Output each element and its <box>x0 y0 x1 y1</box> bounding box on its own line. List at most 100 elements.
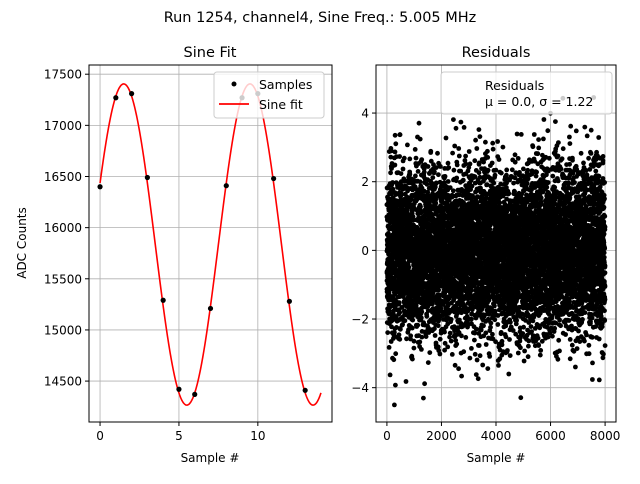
residual-point <box>449 317 454 322</box>
residual-point <box>393 133 398 138</box>
residual-point <box>467 149 472 154</box>
residual-point <box>418 137 423 142</box>
residual-point <box>445 345 450 350</box>
residual-point <box>398 132 403 137</box>
residual-point <box>424 334 429 339</box>
residual-point <box>485 149 490 154</box>
y-tick-label: 17000 <box>44 119 82 133</box>
residual-point <box>515 132 520 137</box>
residual-point <box>474 146 479 151</box>
residual-point <box>472 338 477 343</box>
residual-point <box>410 357 415 362</box>
residual-point <box>506 191 511 196</box>
residual-point <box>478 134 483 139</box>
residual-point <box>513 152 518 157</box>
residual-point <box>451 188 456 193</box>
residual-point <box>419 315 424 320</box>
residual-point <box>415 323 420 328</box>
residual-point <box>424 314 429 319</box>
residual-point <box>397 154 402 159</box>
residual-point <box>484 342 489 347</box>
residual-point <box>436 172 441 177</box>
residual-point <box>508 320 513 325</box>
residual-point <box>387 345 392 350</box>
residual-point <box>497 157 502 162</box>
residual-point <box>452 144 457 149</box>
residual-point <box>499 171 504 176</box>
sample-point <box>271 176 276 181</box>
residual-point <box>450 352 455 357</box>
residual-point <box>398 327 403 332</box>
residual-point <box>475 358 480 363</box>
residual-point <box>504 168 509 173</box>
residual-point <box>391 357 396 362</box>
figure-title: Run 1254, channel4, Sine Freq.: 5.005 MH… <box>164 10 477 26</box>
residual-point <box>407 265 412 270</box>
x-tick-label: 0 <box>96 429 104 443</box>
sample-point <box>113 95 118 100</box>
residual-point <box>463 335 468 340</box>
residual-point <box>480 363 485 368</box>
residual-point <box>459 120 464 125</box>
residual-point <box>419 347 424 352</box>
residual-point <box>488 325 493 330</box>
residual-point <box>413 147 418 152</box>
residual-point <box>478 353 483 358</box>
residual-point <box>410 318 415 323</box>
residual-point <box>457 154 462 159</box>
residual-point <box>473 352 478 357</box>
sine-fit-xlabel: Sample # <box>181 451 240 465</box>
residual-point <box>519 132 524 137</box>
residual-point <box>446 179 451 184</box>
residual-point <box>456 146 461 151</box>
residual-point <box>449 339 454 344</box>
residual-point <box>474 372 479 377</box>
residual-point <box>506 372 511 377</box>
residual-point <box>436 323 441 328</box>
residual-point <box>385 330 390 335</box>
residual-point <box>497 200 502 205</box>
residual-point <box>393 351 398 356</box>
sample-point <box>161 298 166 303</box>
residual-point <box>425 182 430 187</box>
residual-point <box>454 342 459 347</box>
residual-point <box>507 337 512 342</box>
residual-point <box>477 343 482 348</box>
residual-point <box>388 373 393 378</box>
residual-point <box>393 383 398 388</box>
residual-point <box>426 164 431 169</box>
residual-point <box>397 337 402 342</box>
residual-point <box>496 363 501 368</box>
residual-point <box>435 151 440 156</box>
sample-point <box>129 91 134 96</box>
residual-point <box>459 374 464 379</box>
residual-point <box>463 154 468 159</box>
residual-point <box>417 121 422 126</box>
residual-point <box>489 321 494 326</box>
y-tick-label: 16500 <box>44 170 82 184</box>
residual-point <box>459 333 464 338</box>
residual-point <box>454 176 459 181</box>
residual-point <box>468 356 473 361</box>
residual-point <box>412 346 417 351</box>
residual-point <box>438 164 443 169</box>
x-tick-label: 5 <box>175 429 183 443</box>
residual-point <box>518 345 523 350</box>
residual-point <box>432 326 437 331</box>
residual-point <box>419 157 424 162</box>
y-tick-label: 16000 <box>44 221 82 235</box>
residual-point <box>485 155 490 160</box>
y-tick-label: 14500 <box>44 375 82 389</box>
residual-point <box>397 332 402 337</box>
residual-point <box>416 169 421 174</box>
residual-point <box>430 175 435 180</box>
residual-point <box>392 403 397 408</box>
residual-point <box>422 381 427 386</box>
residual-point <box>446 165 451 170</box>
residual-point <box>446 161 451 166</box>
residual-point <box>399 171 404 176</box>
residual-point <box>490 141 495 146</box>
residual-point <box>454 126 459 131</box>
residual-point <box>453 363 458 368</box>
